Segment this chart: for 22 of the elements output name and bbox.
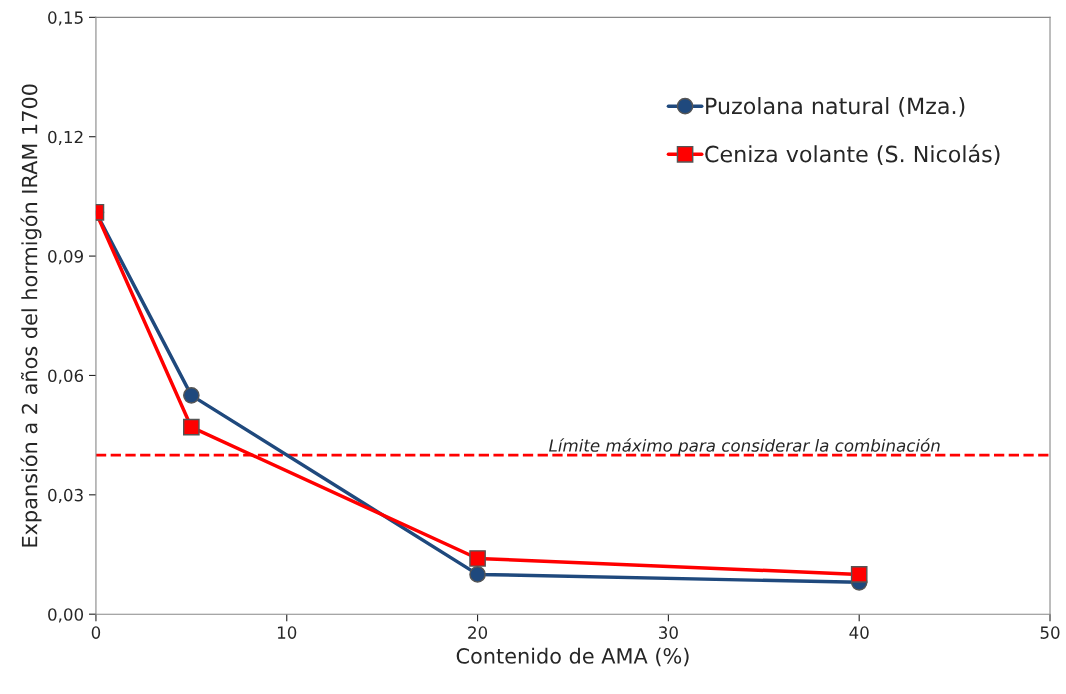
point <box>469 550 486 567</box>
x-tick-label: 0 <box>91 626 101 639</box>
x-tick-label: 50 <box>1040 626 1060 639</box>
point <box>469 566 486 583</box>
y-axis-title: Expansión a 2 años del hormigón IRAM 1700 <box>20 84 42 547</box>
y-tick-label: 0,12 <box>48 130 83 145</box>
y-tick-label: 0,06 <box>48 369 84 384</box>
y-tick-label: 0,15 <box>48 11 83 26</box>
point <box>183 418 200 436</box>
legend-label: Puzolana natural (Mza.) <box>706 97 965 117</box>
legend-label: Ceniza volante (S. Nicolás) <box>705 144 1000 166</box>
point <box>183 387 200 404</box>
x-tick-label: 30 <box>659 626 678 639</box>
x-tick-label: 40 <box>849 626 869 639</box>
x-tick-label: 10 <box>277 626 297 639</box>
point <box>850 566 868 583</box>
y-tick-label: 0,09 <box>48 250 83 265</box>
x-tick-label: 20 <box>468 626 488 639</box>
ref-line-label: Límite máximo para considerar la combinación <box>549 438 940 456</box>
y-tick-label: 0,03 <box>48 488 83 504</box>
y-tick-label: 0,00 <box>48 608 84 623</box>
x-axis-title: Contenido de AMA (%) <box>456 647 689 667</box>
